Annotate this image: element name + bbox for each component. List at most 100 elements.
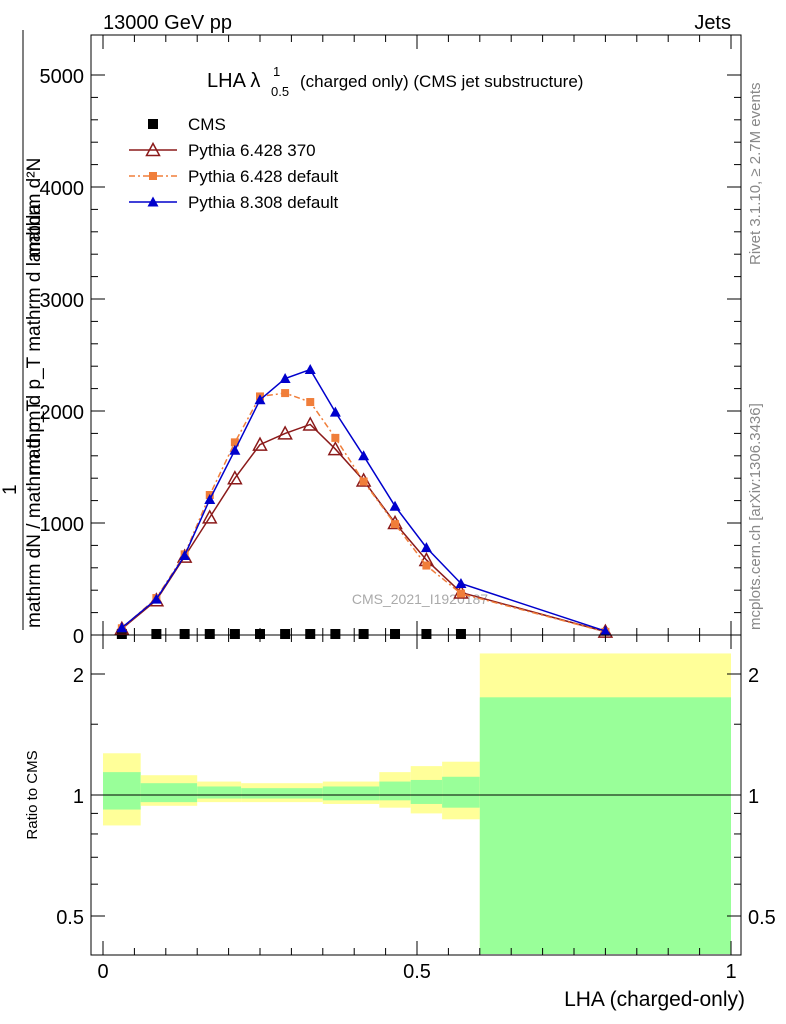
data-point <box>227 470 243 485</box>
main-ytick-label: 1000 <box>40 514 85 536</box>
ratio-ytick-label: 1 <box>73 786 84 808</box>
data-point <box>305 629 316 639</box>
data-point <box>279 373 291 384</box>
ratio-bands <box>103 653 731 954</box>
data-point <box>389 500 401 511</box>
ylabel-one: 1 <box>0 484 21 495</box>
ylabel-num-den: mathrm d p_T mathrm d lambda <box>24 204 45 475</box>
ylabel-num: mathrm d²N <box>24 158 45 258</box>
legend-label: CMS <box>188 115 226 134</box>
ratio-ytick-label-right: 2 <box>748 665 759 687</box>
mcplots-label: mcplots.cern.ch [arXiv:1306.3436] <box>747 403 764 630</box>
legend-marker <box>148 119 158 129</box>
data-point <box>329 406 341 417</box>
data-point <box>229 444 241 455</box>
data-point <box>255 629 265 639</box>
data-point <box>358 450 370 461</box>
legend-entry: Pythia 6.428 370 <box>129 141 316 160</box>
legend-marker <box>147 196 159 207</box>
data-point <box>281 389 290 398</box>
main-ylabel: mathrm d²N mathrm d p_T mathrm d lambda … <box>0 30 45 630</box>
data-point <box>391 520 400 529</box>
main-ytick-labels: 0 1000 2000 3000 4000 5000 <box>40 66 85 648</box>
data-point <box>359 477 368 486</box>
ratio-band-green <box>197 786 242 799</box>
series-layer <box>114 364 614 639</box>
data-point <box>202 509 218 524</box>
series-line <box>121 423 606 633</box>
ratio-ytick-label-right: 0.5 <box>748 907 776 929</box>
series-line <box>121 368 606 632</box>
series-3 <box>116 364 611 636</box>
analysis-watermark: CMS_2021_I1920187 <box>352 591 488 607</box>
legend-label: Pythia 6.428 370 <box>188 141 316 160</box>
data-point <box>277 425 293 440</box>
data-point <box>456 589 465 598</box>
legend-entry: Pythia 8.308 default <box>129 193 339 212</box>
main-ytick-label: 3000 <box>40 290 85 312</box>
data-point <box>421 629 432 639</box>
data-point <box>151 629 162 639</box>
data-point <box>330 629 341 639</box>
ratio-band-green <box>322 786 380 801</box>
data-point <box>230 438 239 447</box>
xlabel: LHA (charged-only) <box>564 988 745 1011</box>
data-point <box>302 416 318 431</box>
ratio-band-green <box>442 776 480 808</box>
main-ytick-label: 5000 <box>40 66 85 88</box>
data-point <box>327 441 344 456</box>
header-left: 13000 GeV pp <box>103 12 232 34</box>
data-point <box>204 629 215 639</box>
ratio-ytick-labels: 0.5 0.5 1 1 2 2 <box>56 665 776 929</box>
data-point <box>179 629 190 639</box>
legend-label: Pythia 8.308 default <box>188 193 339 212</box>
data-point <box>306 398 315 407</box>
data-point <box>150 593 162 604</box>
title-superscript: 1 <box>273 64 280 79</box>
legend-entry: CMS <box>148 115 226 134</box>
title-rest: (charged only) (CMS jet substructure) <box>300 72 583 91</box>
data-point <box>455 629 466 639</box>
ylabel-den: mathrm dN / mathrm d p_T <box>24 400 45 628</box>
ratio-band-green <box>379 781 411 801</box>
data-point <box>304 364 316 375</box>
data-point <box>599 625 611 636</box>
plot-title: LHA λ 1 0.5 (charged only) (CMS jet subs… <box>207 64 583 99</box>
title-main: LHA λ <box>207 70 260 92</box>
header-right: Jets <box>694 12 731 34</box>
legend-label: Pythia 6.428 default <box>188 167 339 186</box>
ratio-band-green <box>241 788 323 799</box>
data-point <box>254 394 266 405</box>
ratio-band-green <box>103 772 141 810</box>
data-point <box>229 629 240 639</box>
ratio-band-green <box>410 779 443 804</box>
data-point <box>420 542 432 553</box>
data-point <box>252 436 268 451</box>
main-ytick-label: 4000 <box>40 178 85 200</box>
ratio-ylabel: Ratio to CMS <box>24 750 41 839</box>
data-point <box>422 561 431 570</box>
legend: CMS Pythia 6.428 370 Pythia 6.428 default P… <box>129 115 339 212</box>
ratio-band-green <box>479 697 731 954</box>
ratio-panel: 0.5 0.5 1 1 2 2 0 0.5 1 Ratio to CMS LHA (charg… <box>24 634 776 1011</box>
data-point <box>358 629 369 639</box>
main-ytick-label: 0 <box>73 626 84 648</box>
ratio-band-green <box>140 783 198 803</box>
data-point <box>331 433 340 442</box>
xtick-label: 1 <box>725 961 736 983</box>
main-axis-ticks <box>91 35 741 636</box>
xtick-label: 0.5 <box>403 961 431 983</box>
data-point <box>280 629 291 639</box>
ratio-ytick-label: 2 <box>73 665 84 687</box>
ratio-axis-ticks <box>91 635 741 955</box>
data-point <box>390 629 401 639</box>
xtick-label: 0 <box>97 961 108 983</box>
ratio-ytick-label: 0.5 <box>56 907 84 929</box>
legend-marker <box>149 172 157 180</box>
data-point <box>455 577 467 588</box>
ratio-ytick-label-right: 1 <box>748 786 759 808</box>
legend-entry: Pythia 6.428 default <box>129 167 339 186</box>
